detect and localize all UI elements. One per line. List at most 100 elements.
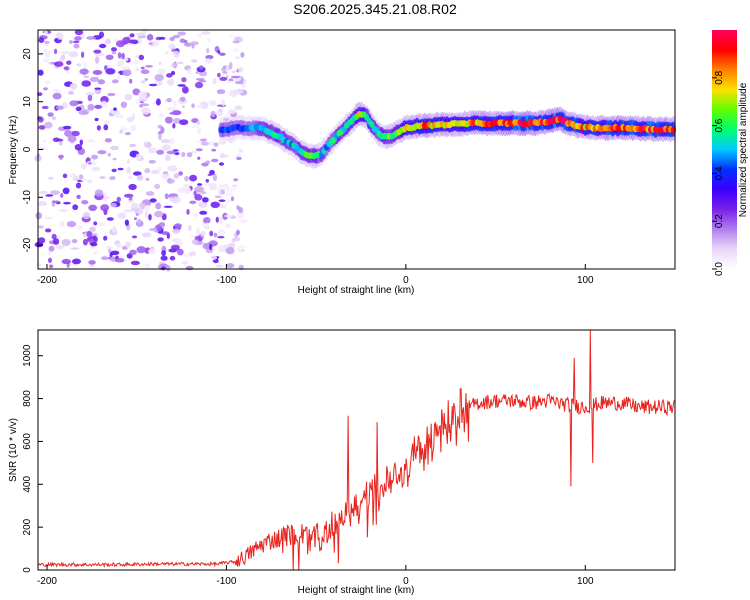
spectrogram-noise-cell — [170, 244, 180, 251]
spectrogram-noise-cell — [72, 204, 79, 211]
spectrogram-noise-cell — [234, 81, 244, 85]
spectrogram-noise-cell — [135, 67, 140, 72]
spectrogram-noise-cell — [210, 110, 216, 118]
spectrogram-noise-cell — [166, 73, 173, 78]
spectrogram-noise-cell — [87, 103, 95, 111]
spectrogram-noise-cell — [144, 204, 151, 213]
spectrogram-noise-cell — [87, 94, 93, 102]
spectrogram-noise-cell — [197, 156, 201, 160]
spectrogram-noise-cell — [73, 43, 80, 49]
spectrogram-noise-cell — [139, 202, 146, 210]
spectrogram-noise-cell — [124, 209, 130, 213]
spectrogram-noise-cell — [53, 88, 61, 93]
spectrogram-x-tick-label: 100 — [577, 275, 594, 286]
spectrogram-noise-cell — [112, 109, 120, 116]
spectrogram-noise-cell — [220, 154, 230, 158]
spectrogram-noise-cell — [74, 29, 84, 36]
spectrogram-noise-cell — [159, 36, 166, 40]
spectrogram-noise-cell — [195, 78, 205, 81]
spectrogram-noise-cell — [160, 255, 168, 261]
spectrogram-noise-cell — [64, 129, 73, 137]
spectrogram-noise-cell — [225, 74, 229, 79]
spectrogram-noise-cell — [212, 77, 217, 85]
spectrogram-noise-cell — [172, 34, 181, 39]
spectrogram-noise-cell — [86, 36, 96, 40]
spectrogram-noise-cell — [179, 119, 189, 126]
spectrogram-noise-cell — [144, 168, 151, 174]
spectrogram-noise-cell — [47, 112, 54, 117]
colorbar-tick-label: 0.8 — [714, 70, 725, 84]
spectrogram-noise-cell — [224, 214, 233, 218]
spectrogram-noise-cell — [108, 248, 112, 254]
spectrogram-noise-cell — [190, 41, 199, 46]
spectrogram-noise-cell — [43, 139, 47, 143]
spectrogram-noise-cell — [211, 148, 217, 152]
spectrogram-noise-cell — [78, 110, 89, 115]
spectrogram-noise-cell — [215, 216, 219, 223]
spectrogram-noise-cell — [105, 54, 114, 60]
spectrogram-noise-cell — [218, 162, 225, 166]
spectrogram-noise-cell — [75, 182, 82, 189]
spectrogram-noise-cell — [241, 84, 246, 89]
spectrogram-noise-cell — [67, 135, 77, 143]
spectrogram-noise-cell — [140, 69, 150, 74]
spectrogram-noise-cell — [121, 52, 125, 60]
spectrogram-noise-cell — [190, 125, 200, 129]
spectrogram-noise-cell — [161, 173, 170, 180]
spectrogram-noise-cell — [181, 77, 187, 83]
spectrogram-noise-cell — [232, 40, 240, 44]
spectrogram-noise-cell — [240, 52, 245, 58]
spectrogram-noise-cell — [81, 200, 89, 205]
spectrogram-noise-cell — [236, 229, 240, 235]
spectrogram-noise-cell — [91, 233, 98, 236]
spectrogram-noise-cell — [208, 101, 217, 106]
spectrogram-x-tick-label: 0 — [403, 275, 409, 286]
spectrogram-noise-cell — [131, 113, 136, 121]
spectrogram-noise-cell — [94, 189, 104, 197]
spectrogram-noise-cell — [71, 130, 80, 137]
spectrogram-noise-cell — [56, 32, 64, 40]
spectrogram-noise-cell — [213, 111, 222, 116]
colorbar: 0.0 0.2 0.4 0.6 0.8 Normalized spectral ampl… — [712, 30, 749, 276]
spectrogram-noise-cell — [219, 76, 228, 81]
spectrogram-noise-cell — [184, 175, 189, 182]
spectrogram-noise-cell — [157, 68, 167, 75]
spectrogram-noise-cell — [179, 96, 186, 102]
spectrogram-noise-cell — [142, 200, 148, 204]
spectrogram-noise-cell — [36, 263, 42, 267]
spectrogram-noise-cell — [187, 224, 192, 232]
spectrogram-noise-cell — [189, 200, 197, 204]
spectrogram-noise-cell — [117, 212, 127, 219]
spectrogram-noise-cell — [182, 86, 189, 94]
spectrogram-noise-cell — [111, 47, 117, 52]
spectrogram-noise-cell — [157, 82, 163, 85]
spectrogram-noise-cell — [96, 125, 101, 131]
snr-x-tick-label: 100 — [577, 576, 594, 587]
spectrogram-noise-cell — [60, 193, 64, 198]
spectrogram-noise-cell — [104, 138, 112, 143]
spectrogram-marks — [34, 28, 676, 272]
spectrogram-noise-cell — [115, 40, 125, 48]
spectrogram-noise-cell — [140, 103, 150, 107]
spectrogram-noise-cell — [35, 143, 42, 146]
spectrogram-noise-cell — [217, 188, 221, 196]
spectrogram-noise-cell — [107, 92, 116, 97]
spectrogram-noise-cell — [161, 231, 170, 236]
spectrogram-noise-cell — [161, 250, 167, 257]
spectrogram-noise-cell — [217, 184, 225, 189]
spectrogram-noise-cell — [51, 200, 61, 204]
spectrogram-noise-cell — [231, 196, 234, 201]
spectrogram-noise-cell — [43, 29, 48, 37]
spectrogram-noise-cell — [38, 37, 45, 43]
spectrogram-y-tick-label: -10 — [22, 190, 33, 205]
spectrogram-noise-cell — [130, 260, 140, 266]
spectrogram-noise-cell — [237, 211, 245, 219]
spectrogram-noise-cell — [156, 149, 165, 155]
spectrogram-noise-cell — [205, 160, 211, 164]
spectrogram-noise-cell — [141, 80, 146, 84]
spectrogram-noise-cell — [132, 235, 137, 239]
snr-frame — [37, 329, 676, 571]
spectrogram-noise-cell — [125, 241, 131, 249]
spectrogram-noise-cell — [149, 198, 157, 203]
